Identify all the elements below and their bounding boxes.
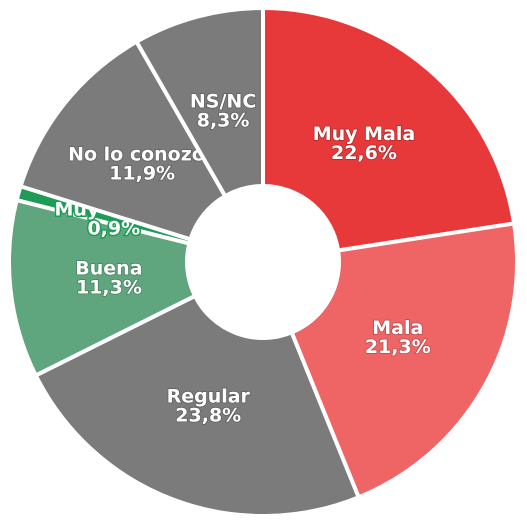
donut-slice bbox=[18, 39, 228, 242]
donut-slice bbox=[289, 221, 519, 500]
slice-value-label: 23,8% bbox=[175, 405, 241, 427]
slice-value-label: 22,6% bbox=[331, 142, 397, 164]
slice-label: Mala bbox=[372, 317, 423, 339]
slice-label: NS/NC bbox=[190, 91, 256, 113]
donut-slice bbox=[7, 198, 197, 378]
slice-label: Buena bbox=[75, 257, 142, 279]
donut-slice bbox=[134, 6, 265, 199]
slice-value-label: 11,3% bbox=[76, 276, 142, 298]
slice-label: No lo conozco bbox=[68, 143, 216, 165]
donut-slice bbox=[33, 293, 361, 518]
slice-label: Regular bbox=[167, 386, 251, 408]
slice-label: Muy Mala bbox=[313, 123, 416, 145]
donut-slice bbox=[261, 6, 517, 253]
slice-value-label: 21,3% bbox=[365, 336, 431, 358]
slice-value-label: 8,3% bbox=[197, 110, 250, 132]
slice-value-label: 11,9% bbox=[109, 162, 175, 184]
